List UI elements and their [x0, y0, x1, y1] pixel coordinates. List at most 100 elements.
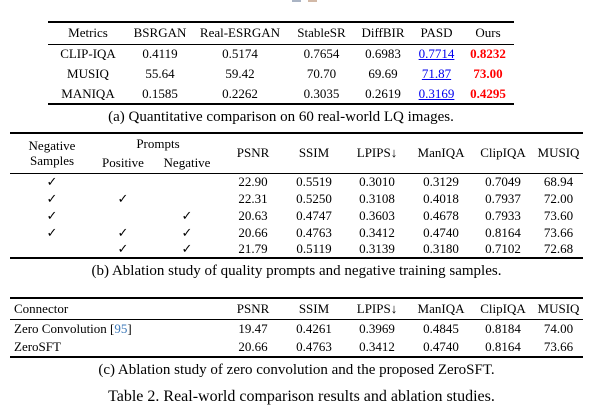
value-cell: 70.70	[306, 66, 337, 81]
check-cell	[94, 207, 152, 224]
table-a-section: Metrics BSRGAN Real-ESRGAN StableSR Diff…	[48, 21, 514, 126]
value-cell: 0.4845	[423, 320, 459, 336]
table-a-header-row: Metrics BSRGAN Real-ESRGAN StableSR Diff…	[48, 22, 514, 44]
col-header-maniqa: ManIQA	[417, 300, 465, 316]
value-cell: 0.6983	[365, 46, 401, 62]
value-cell: 20.66	[238, 339, 268, 354]
col-header-musiq: MUSIQ	[537, 145, 580, 161]
value-cell: 55.64	[145, 66, 175, 81]
value-cell: 0.7937	[485, 190, 521, 206]
table-row: Zero Convolution [95] 19.47 0.4261 0.396…	[10, 319, 583, 338]
best-value-cell: 73.00	[473, 66, 503, 81]
second-best-value-cell: 0.3169	[418, 85, 455, 101]
check-cell	[10, 241, 94, 258]
value-cell: 22.31	[238, 190, 268, 206]
caption-b: (b) Ablation study of quality prompts an…	[91, 263, 502, 279]
value-cell: 0.7933	[485, 207, 521, 223]
check-cell: ✓	[46, 207, 58, 223]
value-cell: 0.4261	[296, 320, 332, 336]
value-cell: 19.47	[238, 320, 268, 336]
col-header-stablesr: StableSR	[297, 25, 346, 41]
col-header-positive: Positive	[102, 154, 144, 170]
table-c-header-row: Connector PSNR SSIM LPIPS↓ ManIQA ClipIQ…	[10, 298, 583, 319]
check-cell: ✓	[181, 224, 193, 240]
col-header-lpips: LPIPS↓	[356, 300, 398, 316]
cropped-text-fragment	[292, 0, 317, 3]
value-cell: 20.66	[238, 224, 268, 240]
value-cell: 0.3129	[423, 173, 459, 189]
value-cell: 73.66	[543, 339, 574, 354]
metric-name-cell: MUSIQ	[67, 66, 109, 81]
table-row: ✓ ✓ 22.31 0.5250 0.3108 0.4018 0.7937 72…	[10, 190, 583, 207]
table-b-header-row-1: Negative Samples Prompts PSNR SSIM LPIPS…	[10, 133, 583, 169]
value-cell: 0.4119	[142, 46, 178, 62]
connector-name-cell: Zero Convolution [95]	[10, 319, 222, 338]
table-b-header-row-2: Positive Negative	[10, 153, 583, 173]
value-cell: 0.3035	[303, 85, 340, 101]
value-cell: 0.3139	[359, 241, 395, 256]
value-cell: 0.4763	[296, 339, 332, 354]
table-row: ✓ ✓ 21.79 0.5119 0.3139 0.3180 0.7102 72…	[10, 241, 583, 258]
best-value-cell: 0.8232	[470, 46, 506, 62]
col-header-maniqa: ManIQA	[417, 145, 465, 161]
connector-name-suffix: ]	[127, 320, 132, 336]
table-c-section: Connector PSNR SSIM LPIPS↓ ManIQA ClipIQ…	[10, 297, 583, 379]
metric-name-cell: MANIQA	[61, 85, 115, 101]
col-header-negative-samples: Negative Samples	[28, 138, 76, 169]
connector-name-cell: ZeroSFT	[14, 339, 61, 354]
value-cell: 0.4747	[296, 207, 332, 223]
value-cell: 0.3603	[359, 207, 395, 223]
table-row: ✓ ✓ ✓ 20.66 0.4763 0.3412 0.4740 0.8164 …	[10, 224, 583, 241]
value-cell: 0.3412	[359, 224, 395, 240]
value-cell: 20.63	[238, 207, 268, 223]
check-cell: ✓	[117, 241, 129, 256]
col-header-connector: Connector	[14, 300, 69, 316]
col-header-metrics: Metrics	[68, 25, 108, 41]
col-header-pasd: PASD	[420, 25, 453, 41]
table-quantitative-comparison: Metrics BSRGAN Real-ESRGAN StableSR Diff…	[48, 21, 514, 105]
col-header-clipiqa: ClipIQA	[480, 145, 526, 161]
table-ablation-prompts: Negative Samples Prompts PSNR SSIM LPIPS…	[10, 132, 583, 259]
check-cell: ✓	[46, 190, 58, 206]
value-cell: 0.4740	[423, 224, 459, 240]
value-cell: 0.7654	[303, 46, 340, 62]
value-cell: 0.3180	[423, 241, 459, 256]
col-header-diffbir: DiffBIR	[361, 25, 405, 41]
value-cell: 73.66	[543, 224, 574, 240]
value-cell: 0.5250	[296, 190, 332, 206]
fragment-mark	[308, 0, 317, 2]
value-cell: 0.5519	[296, 173, 332, 189]
value-cell: 0.5119	[296, 241, 332, 256]
value-cell: 69.69	[368, 66, 398, 81]
value-cell: 72.00	[543, 190, 574, 206]
col-header-psnr: PSNR	[236, 145, 270, 161]
table-row: MUSIQ 55.64 59.42 70.70 69.69 71.87 73.0…	[48, 64, 514, 84]
value-cell: 0.4740	[423, 339, 459, 354]
value-cell: 0.3108	[359, 190, 395, 206]
value-cell: 0.3412	[359, 339, 395, 354]
value-cell: 0.4018	[423, 190, 459, 206]
col-header-psnr: PSNR	[236, 300, 270, 316]
col-header-musiq: MUSIQ	[537, 300, 580, 316]
value-cell: 0.8164	[485, 224, 521, 240]
col-header-ssim: SSIM	[298, 300, 330, 316]
table-b-section: Negative Samples Prompts PSNR SSIM LPIPS…	[10, 132, 583, 280]
col-header-real-esrgan: Real-ESRGAN	[199, 25, 281, 41]
table-row: ZeroSFT 20.66 0.4763 0.3412 0.4740 0.816…	[10, 338, 583, 357]
value-cell: 73.60	[543, 207, 574, 223]
table-row: ✓ 22.90 0.5519 0.3010 0.3129 0.7049 68.9…	[10, 173, 583, 190]
value-cell: 68.94	[543, 173, 574, 189]
value-cell: 0.4763	[296, 224, 332, 240]
value-cell: 0.2619	[365, 85, 401, 101]
col-header-bsrgan: BSRGAN	[133, 25, 187, 41]
value-cell: 0.8184	[485, 320, 521, 336]
value-cell: 22.90	[238, 173, 268, 189]
check-cell	[94, 173, 152, 190]
value-cell: 0.1585	[142, 85, 178, 101]
check-cell: ✓	[117, 190, 129, 206]
col-header-negative: Negative	[163, 154, 211, 170]
metric-name-cell: CLIP-IQA	[60, 46, 116, 62]
check-cell: ✓	[181, 207, 193, 223]
table-row: CLIP-IQA 0.4119 0.5174 0.7654 0.6983 0.7…	[48, 44, 514, 64]
citation-95[interactable]: 95	[114, 320, 128, 336]
